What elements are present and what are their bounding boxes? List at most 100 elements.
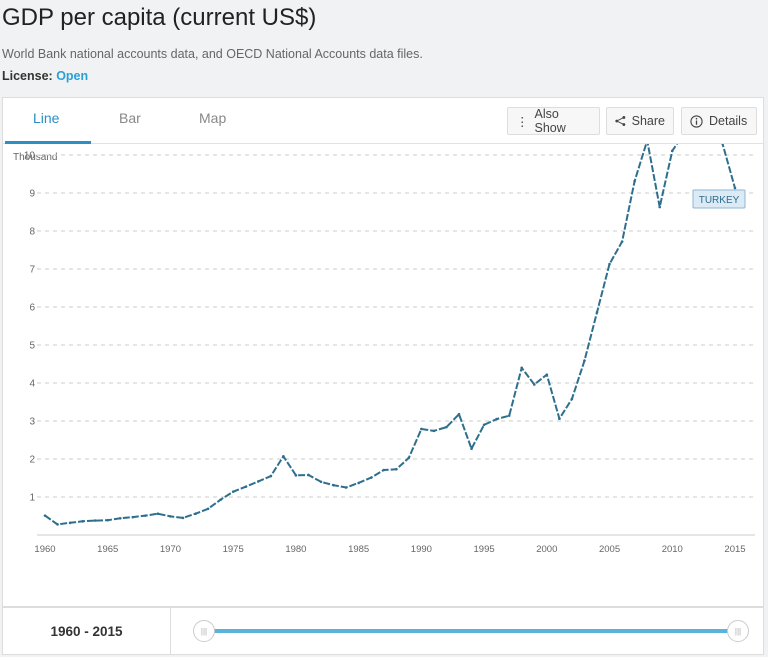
data-point: [608, 262, 611, 266]
data-point: [633, 179, 636, 183]
y-tick-label: 4: [29, 379, 35, 390]
data-point: [307, 473, 310, 477]
data-point: [294, 474, 298, 477]
data-point: [545, 373, 549, 376]
series-label-box: [692, 189, 746, 209]
tab-line[interactable]: Line: [33, 110, 60, 126]
x-tick-label: 1980: [285, 544, 306, 555]
details-button[interactable]: Details: [681, 107, 757, 135]
data-point: [583, 359, 586, 362]
range-label: 1960 - 2015: [3, 608, 171, 654]
tab-map[interactable]: Map: [199, 110, 227, 126]
x-tick-label: 2010: [662, 544, 683, 555]
data-point: [332, 483, 335, 487]
x-tick-label: 2000: [536, 544, 557, 555]
data-point: [495, 417, 498, 421]
y-tick-label: 8: [29, 227, 35, 238]
series-label: TURKEY: [699, 195, 740, 206]
data-point: [532, 383, 536, 386]
data-point: [106, 518, 110, 522]
also-show-button[interactable]: ⋮ Also Show: [507, 107, 600, 135]
license: License: Open: [2, 69, 88, 83]
data-point: [482, 423, 486, 427]
share-button[interactable]: Share: [606, 107, 674, 135]
view-tabs: Line Bar Map ⋮ Also Show Share Details: [3, 98, 763, 144]
data-point: [68, 521, 72, 525]
data-point: [118, 516, 122, 520]
range-start-handle[interactable]: |||: [193, 620, 215, 642]
x-tick-label: 1985: [348, 544, 369, 555]
kebab-icon: ⋮: [516, 114, 529, 129]
y-tick-label: 3: [29, 417, 35, 428]
data-point: [81, 520, 84, 523]
data-point: [244, 485, 248, 489]
data-point: [93, 519, 97, 522]
y-tick-label: 10: [24, 151, 36, 162]
data-point: [432, 429, 436, 433]
y-tick-label: 9: [29, 189, 35, 200]
data-point: [56, 523, 59, 526]
data-point: [721, 144, 724, 145]
x-tick-label: 1975: [223, 544, 244, 555]
y-tick-label: 2: [29, 455, 35, 466]
data-point: [520, 366, 524, 370]
share-icon: [615, 116, 626, 126]
data-point: [194, 512, 197, 516]
x-tick-label: 1990: [411, 544, 432, 555]
y-tick-label: 1: [29, 493, 35, 504]
x-tick-label: 1965: [97, 544, 118, 555]
y-axis-label: Thousand: [13, 152, 57, 163]
data-point: [595, 311, 599, 314]
data-point: [181, 516, 185, 520]
data-point: [558, 417, 561, 421]
y-tick-label: 6: [29, 303, 35, 314]
data-point: [219, 498, 222, 501]
data-point: [269, 474, 273, 478]
data-point: [369, 476, 373, 479]
range-end-handle[interactable]: |||: [727, 620, 749, 642]
data-point: [658, 205, 662, 209]
x-tick-label: 1995: [474, 544, 495, 555]
active-tab-indicator: [5, 141, 91, 144]
data-point: [407, 456, 411, 460]
x-tick-label: 1970: [160, 544, 181, 555]
data-point: [620, 240, 624, 243]
data-point: [394, 467, 398, 471]
license-label: License:: [2, 69, 57, 83]
data-point: [420, 427, 423, 431]
data-point: [144, 514, 147, 517]
y-tick-label: 5: [29, 341, 35, 352]
x-tick-label: 2005: [599, 544, 620, 555]
data-point: [457, 412, 461, 416]
line-chart: Thousand 1 2 3 4 5 6 7 8 9 10 1960 1965 1970 1975 1980 1…: [13, 144, 755, 555]
data-point: [670, 149, 674, 153]
source-note: World Bank national accounts data, and O…: [2, 47, 423, 61]
series-line: [44, 144, 736, 526]
info-icon: [690, 114, 703, 128]
x-tick-label: 1960: [34, 544, 55, 555]
range-slider-track[interactable]: [208, 629, 738, 633]
data-point: [470, 447, 473, 451]
data-point: [507, 414, 511, 417]
data-point: [256, 480, 260, 483]
data-point: [357, 481, 360, 485]
data-point: [382, 468, 386, 472]
data-point: [131, 515, 135, 519]
license-link[interactable]: Open: [56, 69, 89, 83]
data-point: [231, 490, 235, 493]
data-point: [344, 486, 348, 489]
data-point: [445, 425, 448, 429]
data-point: [206, 507, 210, 511]
page-title: GDP per capita (current US$): [2, 4, 317, 31]
data-point: [570, 397, 574, 401]
data-point: [733, 186, 737, 190]
data-point: [319, 480, 323, 484]
y-tick-label: 7: [29, 265, 35, 276]
details-label: Details: [709, 114, 748, 128]
range-footer: 1960 - 2015 ||| |||: [2, 607, 764, 655]
data-point: [43, 514, 47, 517]
share-label: Share: [631, 114, 665, 128]
x-tick-label: 2015: [724, 544, 745, 555]
data-point: [169, 515, 172, 518]
tab-bar[interactable]: Bar: [119, 110, 141, 126]
